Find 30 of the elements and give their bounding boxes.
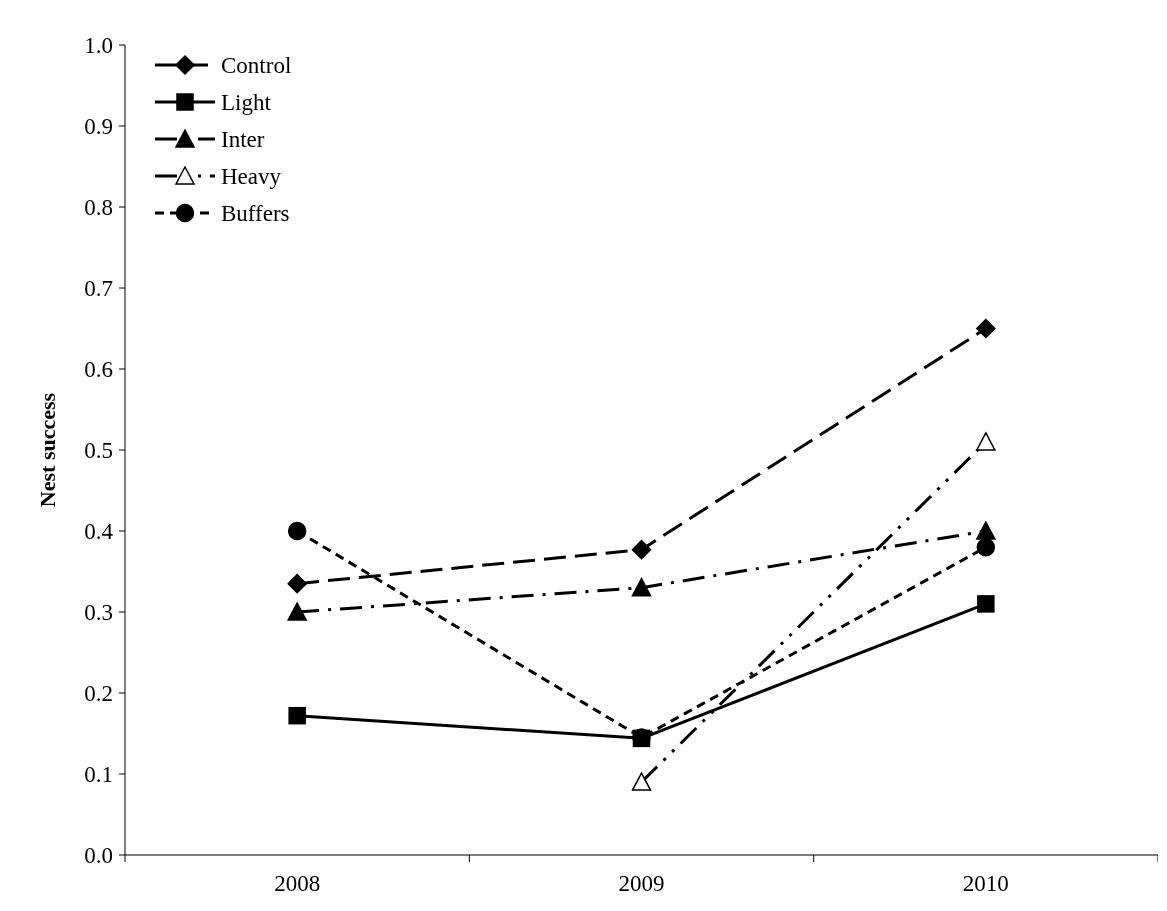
legend-label: Inter xyxy=(221,127,265,153)
point xyxy=(976,521,996,540)
y-tick-label: 0.1 xyxy=(84,762,113,788)
y-tick-label: 0.3 xyxy=(84,600,113,626)
x-tick-label: 2010 xyxy=(962,871,1009,896)
x-tick-label: 2009 xyxy=(618,871,665,896)
x-tick-label: 2008 xyxy=(274,871,321,896)
y-tick-label: 0.8 xyxy=(84,195,113,221)
y-tick-label: 0.4 xyxy=(84,519,114,545)
point xyxy=(288,706,306,725)
point xyxy=(977,595,995,613)
legend-label: Heavy xyxy=(221,164,282,190)
y-tick-label: 1.0 xyxy=(84,33,113,59)
legend-label: Light xyxy=(221,90,272,116)
point xyxy=(976,537,996,557)
y-tick-label: 0.0 xyxy=(84,843,113,869)
y-tick-label: 0.5 xyxy=(84,438,113,464)
y-tick-label: 0.7 xyxy=(84,276,113,302)
y-tick-label: 0.2 xyxy=(84,681,113,707)
point xyxy=(287,602,307,621)
point xyxy=(631,577,652,597)
legend-label: Control xyxy=(221,53,292,79)
y-tick-label: 0.9 xyxy=(84,114,113,140)
point xyxy=(631,539,652,560)
y-tick-label: 0.6 xyxy=(84,357,113,383)
point xyxy=(287,521,307,541)
y-axis-title: Nest success xyxy=(35,392,60,508)
point xyxy=(976,318,996,339)
legend-label: Buffers xyxy=(221,201,290,227)
point xyxy=(287,573,307,594)
